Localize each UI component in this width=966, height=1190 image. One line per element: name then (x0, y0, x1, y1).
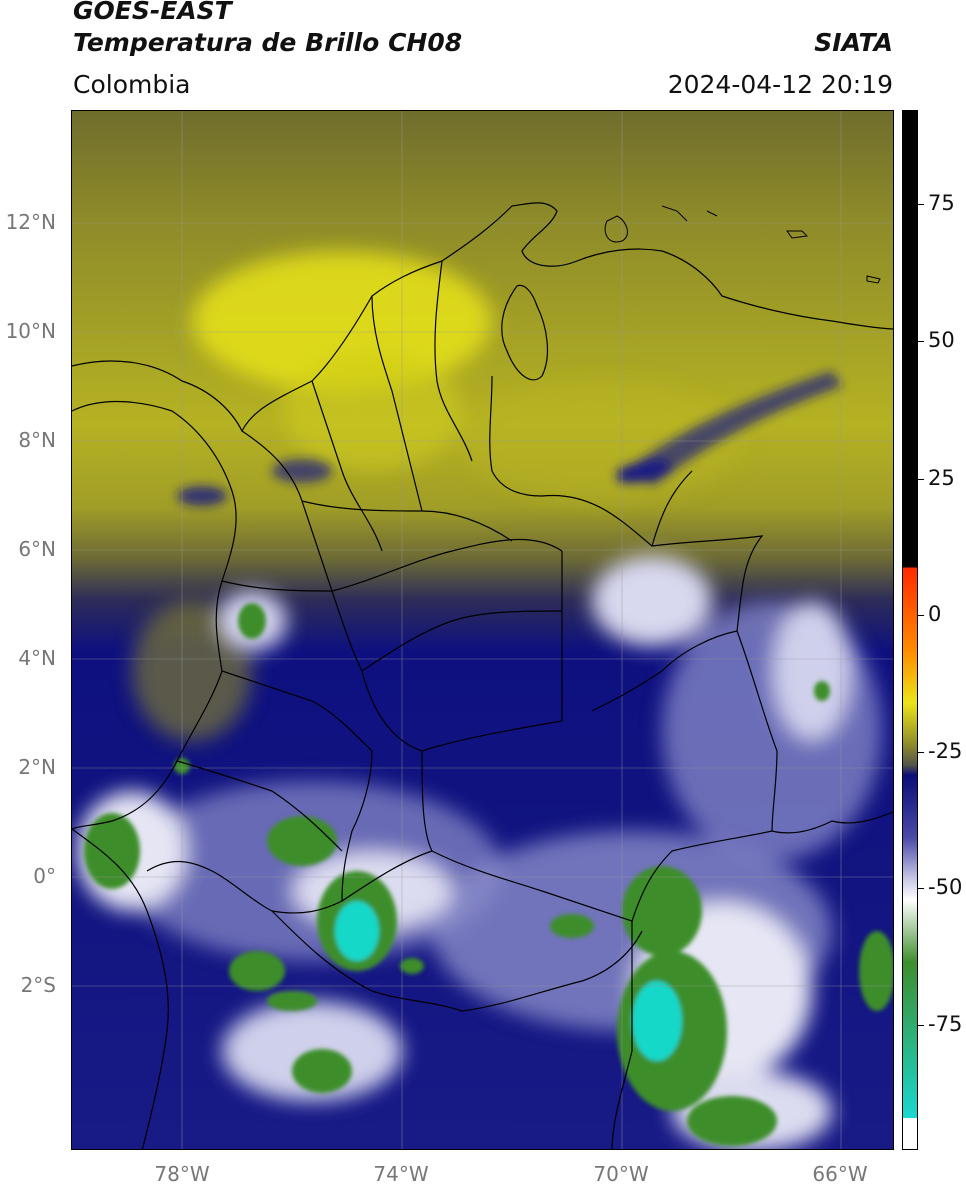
timestamp-label: 2024-04-12 20:19 (667, 70, 893, 99)
colorbar-label-50: 50 (928, 328, 955, 352)
organization-label: SIATA (814, 28, 893, 57)
colorbar-tick (918, 1025, 924, 1026)
colorbar-label-m25: -25 (928, 739, 963, 763)
lon-label-66w: 66°W (812, 1162, 868, 1186)
colorbar-tick (918, 888, 924, 889)
temperature-colorbar (902, 110, 918, 1150)
lon-label-78w: 78°W (154, 1162, 210, 1186)
region-label: Colombia (73, 70, 191, 99)
lat-label-6n: 6°N (18, 537, 56, 561)
map-canvas (72, 111, 893, 1149)
lat-label-2n: 2°N (18, 755, 56, 779)
satellite-map[interactable] (71, 110, 894, 1150)
lat-label-2s: 2°S (20, 973, 56, 997)
satellite-title: GOES-EAST (73, 0, 232, 25)
lon-label-74w: 74°W (373, 1162, 429, 1186)
colorbar-label-m50: -50 (928, 875, 963, 899)
colorbar-tick (918, 204, 924, 205)
colorbar-label-0: 0 (928, 602, 942, 626)
colorbar-tick (918, 752, 924, 753)
colorbar-label-m75: -75 (928, 1012, 963, 1036)
product-title: Temperatura de Brillo CH08 (73, 28, 463, 57)
lat-label-10n: 10°N (5, 319, 56, 343)
colorbar-label-75: 75 (928, 191, 955, 215)
colorbar-tick (918, 615, 924, 616)
colorbar-tick (918, 479, 924, 480)
lat-label-0: 0° (33, 864, 56, 888)
lat-label-12n: 12°N (5, 210, 56, 234)
lon-label-70w: 70°W (593, 1162, 649, 1186)
colorbar-tick (918, 341, 924, 342)
lat-label-4n: 4°N (18, 646, 56, 670)
lat-label-8n: 8°N (18, 428, 56, 452)
colorbar-label-25: 25 (928, 466, 955, 490)
